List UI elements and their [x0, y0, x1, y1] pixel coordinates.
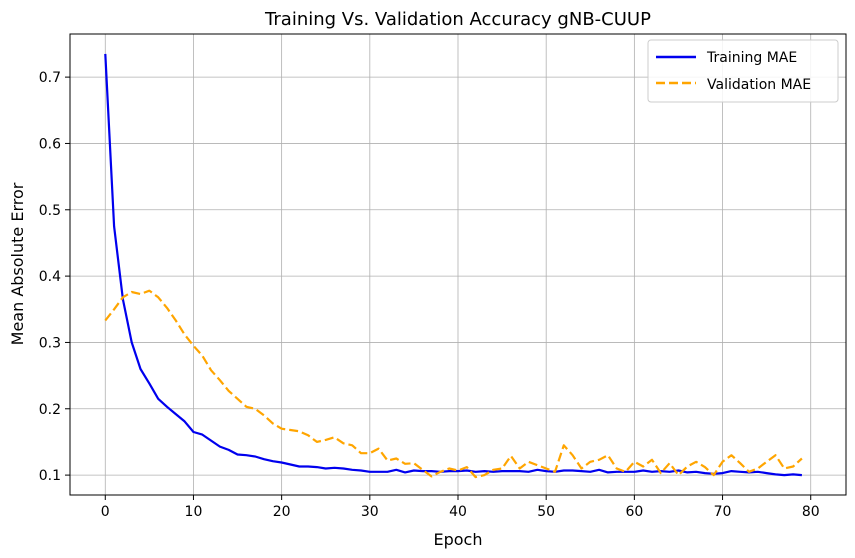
y-tick-label: 0.6 [39, 136, 61, 152]
x-tick-label: 20 [273, 504, 291, 520]
y-tick-label: 0.5 [39, 203, 61, 219]
x-axis-label: Epoch [434, 530, 483, 549]
legend-label-validation: Validation MAE [707, 77, 811, 93]
y-tick-label: 0.4 [39, 269, 61, 285]
chart-title: Training Vs. Validation Accuracy gNB-CUU… [264, 9, 651, 30]
y-tick-label: 0.7 [39, 70, 61, 86]
x-tick-label: 50 [537, 504, 555, 520]
series-line-training-mae [104, 53, 802, 477]
y-tick-label: 0.1 [39, 468, 61, 484]
y-axis-label: Mean Absolute Error [8, 182, 27, 345]
legend-label-training: Training MAE [706, 50, 797, 66]
series-line-validation-mae [104, 289, 803, 479]
x-tick-label: 40 [449, 504, 467, 520]
grid [70, 34, 846, 495]
y-tick-label: 0.2 [39, 402, 61, 418]
x-tick-label: 0 [101, 504, 110, 520]
legend-box [647, 39, 839, 103]
x-tick-label: 30 [361, 504, 379, 520]
series-lines [104, 53, 803, 479]
x-tick-label: 70 [714, 504, 732, 520]
x-tick-label: 60 [625, 504, 643, 520]
y-axis-ticks: 0.1 0.2 0.3 0.4 0.5 0.6 0.7 [39, 70, 70, 484]
x-tick-label: 10 [185, 504, 203, 520]
x-axis-ticks: 0 10 20 30 40 50 60 70 80 [101, 495, 820, 520]
y-tick-label: 0.3 [39, 335, 61, 351]
x-tick-label: 80 [802, 504, 820, 520]
legend: Training MAE Validation MAE [647, 39, 839, 103]
